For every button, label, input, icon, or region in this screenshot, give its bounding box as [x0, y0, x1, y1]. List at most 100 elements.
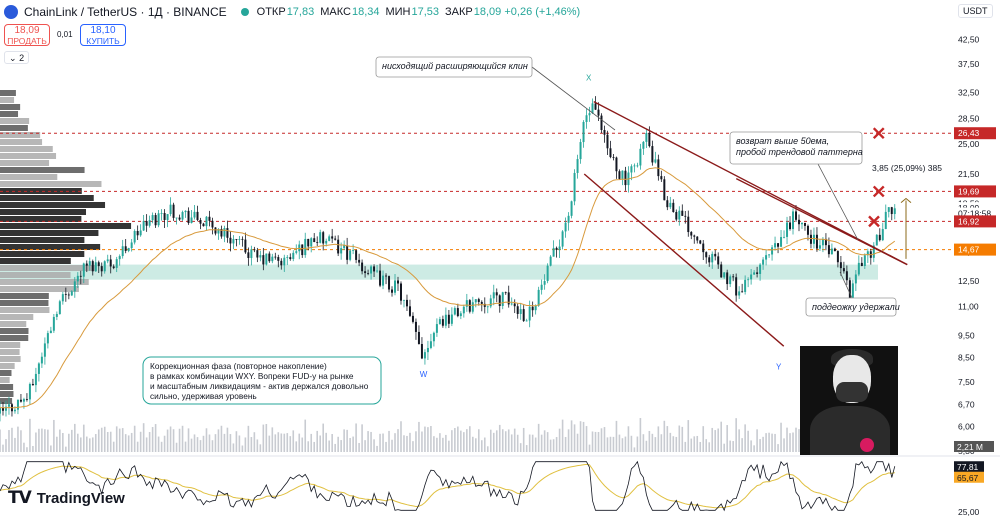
candle: [346, 245, 349, 260]
candle: [178, 217, 181, 220]
volume-bar: [735, 418, 737, 452]
candle: [863, 255, 866, 266]
candle: [591, 103, 594, 114]
candle: [866, 251, 869, 256]
high-label: МАКС: [320, 6, 351, 18]
candle: [474, 299, 477, 303]
breakout-callout-text: пробой трендовой паттерна: [736, 147, 863, 157]
candle: [208, 216, 211, 221]
volume-bar: [495, 430, 498, 452]
volume-bar: [663, 420, 666, 452]
wedge-callout-pointer: [531, 66, 616, 131]
candle: [322, 232, 325, 244]
candle: [717, 256, 720, 265]
candle: [232, 238, 235, 244]
volume-bar: [412, 441, 414, 452]
low-value: 17,53: [411, 6, 440, 18]
volume-bar: [47, 429, 49, 452]
candle: [97, 262, 100, 267]
volume-bar: [274, 434, 277, 452]
tradingview-logo[interactable]: 𝗧𝗩 TradingView: [8, 488, 125, 508]
price-label: 19,69: [958, 186, 980, 196]
note-box: [142, 356, 382, 405]
candle: [394, 280, 397, 293]
volume-bar: [196, 437, 199, 452]
volume-bar: [756, 429, 758, 452]
volume-profile-bar: [0, 209, 87, 215]
volume-bar: [466, 429, 468, 452]
volume-bar: [513, 428, 516, 452]
volume-bar: [478, 429, 480, 452]
candle: [555, 247, 558, 251]
symbol-title[interactable]: ChainLink / TetherUS · 1Д · BINANCE: [24, 5, 227, 19]
breakout-callout-text: возврат выше 50ема,: [736, 136, 829, 146]
open-value: 17,83: [286, 6, 315, 18]
candle: [528, 306, 531, 321]
volume-bar: [475, 438, 477, 452]
candle: [292, 252, 295, 259]
candle: [226, 228, 229, 238]
volume-bar: [184, 441, 187, 452]
candle: [762, 259, 765, 265]
volume-bar: [645, 440, 648, 452]
candle: [860, 262, 863, 266]
volume-bar: [753, 445, 755, 452]
volume-bar: [531, 434, 534, 452]
volume-bar: [17, 426, 19, 452]
volume-bar: [705, 439, 708, 452]
candle: [821, 238, 824, 246]
volume-bar: [289, 436, 292, 452]
candle: [750, 274, 753, 280]
candle: [824, 238, 827, 246]
candle: [639, 148, 642, 166]
volume-bar: [8, 430, 10, 452]
candle: [181, 212, 184, 220]
volume-bar: [460, 430, 462, 452]
candle: [211, 220, 214, 228]
volume-bar: [214, 434, 217, 452]
volume-profile-bar: [0, 377, 10, 383]
sell-button[interactable]: 18,09 ПРОДАТЬ: [4, 24, 50, 46]
volume-bar: [313, 441, 316, 452]
buy-price: 18,10: [90, 25, 116, 36]
candle: [49, 330, 52, 334]
volume-label: 2,21 M: [957, 442, 983, 452]
candle: [250, 249, 253, 258]
currency-selector[interactable]: USDT: [958, 4, 993, 18]
volume-bar: [726, 425, 728, 452]
rsi-value-label: 77,81: [957, 462, 979, 472]
volume-bar: [127, 435, 130, 452]
candle: [696, 236, 699, 241]
candle: [744, 279, 747, 292]
volume-bar: [457, 426, 459, 452]
candle: [217, 228, 220, 234]
volume-bar: [94, 434, 97, 452]
volume-bar: [469, 426, 471, 452]
candle: [58, 301, 61, 314]
volume-bar: [181, 425, 184, 452]
candle: [726, 272, 729, 285]
candle: [777, 243, 780, 247]
candle: [199, 219, 202, 224]
volume-bar: [549, 439, 552, 452]
candle: [501, 292, 504, 306]
buy-button[interactable]: 18,10 КУПИТЬ: [80, 24, 126, 46]
candle: [756, 272, 759, 274]
price-label-bg: [954, 243, 996, 256]
volume-bar: [400, 421, 402, 452]
indicators-toggle[interactable]: ⌄ 2: [4, 51, 30, 64]
volume-bar: [355, 423, 357, 452]
candle: [175, 217, 178, 219]
rsi-ma-line: [0, 463, 895, 509]
volume-bar: [241, 445, 244, 452]
volume-bar: [68, 433, 70, 452]
candle: [423, 352, 426, 359]
candle: [133, 230, 136, 243]
candle: [884, 211, 887, 230]
volume-bar: [684, 441, 687, 452]
candle: [881, 229, 884, 241]
volume-profile-bar: [0, 293, 49, 299]
volume-profile-bar: [0, 230, 99, 236]
